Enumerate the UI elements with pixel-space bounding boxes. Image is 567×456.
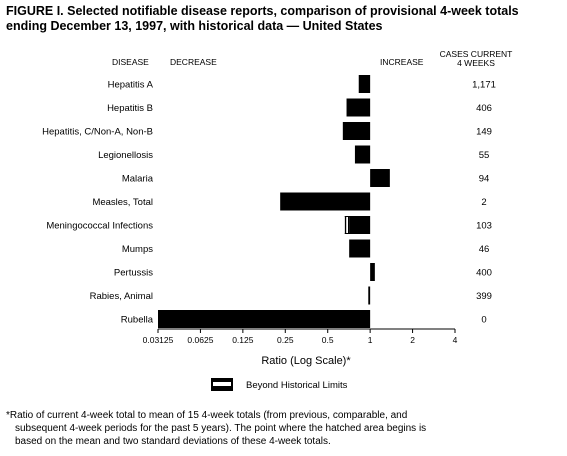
category-label-hepatitis-c-non-a-non-b: Hepatitis, C/Non-A, Non-B [42,127,153,138]
bar-hepatitis-a [358,75,371,93]
bar-rubella [158,310,371,328]
legend-swatch-inner [213,382,231,386]
bar-hepatitis-b [346,98,371,117]
x-axis-title: Ratio (Log Scale)* [261,355,351,367]
header-increase: INCREASE [380,57,424,67]
footnote-line-3: based on the mean and two standard devia… [15,436,331,447]
x-tick-label-3: 0.25 [277,335,294,345]
cases-value-mumps: 46 [479,244,490,255]
bar-pertussis [370,263,375,281]
cases-value-legionellosis: 55 [479,150,490,161]
cases-value-malaria: 94 [479,174,490,185]
x-tick-label-6: 2 [410,335,415,345]
bar-malaria [370,169,390,187]
x-tick-label-4: 0.5 [322,335,334,345]
category-label-pertussis: Pertussis [114,268,153,279]
header-disease: DISEASE [112,57,149,67]
category-label-legionellosis: Legionellosis [98,150,153,161]
bar-measles-total [280,192,371,211]
bar-mumps [349,239,371,258]
header-cases-line-1: CASES CURRENT [440,49,513,59]
cases-value-rabies-animal: 399 [476,291,492,302]
category-label-hepatitis-a: Hepatitis A [108,80,154,91]
category-label-mumps: Mumps [122,244,153,255]
figure-title: FIGURE I. Selected notifiable disease re… [6,4,562,34]
cases-value-rubella: 0 [481,315,486,326]
x-tick-label-1: 0.0625 [187,335,213,345]
cases-value-hepatitis-b: 406 [476,103,492,114]
cases-value-hepatitis-c-non-a-non-b: 149 [476,127,492,138]
category-label-hepatitis-b: Hepatitis B [107,103,153,114]
category-label-rabies-animal: Rabies, Animal [90,291,153,302]
bar-meningococcal-infections [344,216,371,234]
cases-value-pertussis: 400 [476,268,492,279]
category-label-meningococcal-infections: Meningococcal Infections [46,221,153,232]
title-line-2: ending December 13, 1997, with historica… [6,19,383,33]
cases-value-meningococcal-infections: 103 [476,221,492,232]
x-tick-label-7: 4 [453,335,458,345]
x-tick-label-2: 0.125 [232,335,254,345]
bar-legionellosis [354,145,371,164]
x-tick-label-0: 0.03125 [143,335,174,345]
header-decrease: DECREASE [170,57,217,67]
title-line-1: FIGURE I. Selected notifiable disease re… [6,4,519,18]
legend-label: Beyond Historical Limits [246,380,348,391]
x-tick-label-5: 1 [368,335,373,345]
footnote-line-2: subsequent 4-week periods for the past 5… [15,423,427,434]
cases-value-measles-total: 2 [481,197,486,208]
cases-value-hepatitis-a: 1,171 [472,80,496,91]
header-cases-line-2: 4 WEEKS [457,58,495,68]
category-label-malaria: Malaria [122,174,154,185]
bar-hepatitis-c-non-a-non-b [342,122,371,140]
hatched-segment-meningococcal-infections [344,217,350,233]
bar-rabies-animal [368,286,371,305]
footnote: *Ratio of current 4-week total to mean o… [6,409,558,448]
category-label-measles-total: Measles, Total [92,197,153,208]
category-label-rubella: Rubella [121,315,154,326]
footnote-line-1: *Ratio of current 4-week total to mean o… [6,410,408,421]
